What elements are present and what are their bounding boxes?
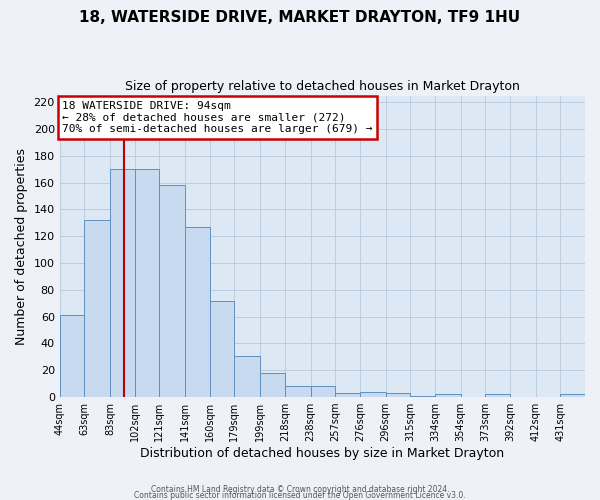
Text: Contains HM Land Registry data © Crown copyright and database right 2024.: Contains HM Land Registry data © Crown c… bbox=[151, 484, 449, 494]
Bar bbox=[84, 220, 110, 397]
Bar bbox=[485, 394, 510, 397]
X-axis label: Distribution of detached houses by size in Market Drayton: Distribution of detached houses by size … bbox=[140, 447, 505, 460]
Bar bbox=[360, 392, 386, 397]
Y-axis label: Number of detached properties: Number of detached properties bbox=[15, 148, 28, 345]
Title: Size of property relative to detached houses in Market Drayton: Size of property relative to detached ho… bbox=[125, 80, 520, 93]
Bar bbox=[210, 300, 235, 397]
Text: 18, WATERSIDE DRIVE, MARKET DRAYTON, TF9 1HU: 18, WATERSIDE DRIVE, MARKET DRAYTON, TF9… bbox=[79, 10, 521, 25]
Bar bbox=[311, 386, 335, 397]
Bar bbox=[285, 386, 311, 397]
Bar bbox=[386, 393, 410, 397]
Bar bbox=[235, 356, 260, 397]
Bar bbox=[159, 186, 185, 397]
Bar bbox=[560, 394, 585, 397]
Bar bbox=[185, 227, 210, 397]
Bar bbox=[435, 394, 461, 397]
Bar bbox=[135, 170, 159, 397]
Bar bbox=[410, 396, 435, 397]
Text: Contains public sector information licensed under the Open Government Licence v3: Contains public sector information licen… bbox=[134, 490, 466, 500]
Text: 18 WATERSIDE DRIVE: 94sqm
← 28% of detached houses are smaller (272)
70% of semi: 18 WATERSIDE DRIVE: 94sqm ← 28% of detac… bbox=[62, 101, 373, 134]
Bar bbox=[335, 393, 360, 397]
Bar bbox=[110, 170, 135, 397]
Bar bbox=[260, 373, 285, 397]
Bar bbox=[59, 316, 84, 397]
